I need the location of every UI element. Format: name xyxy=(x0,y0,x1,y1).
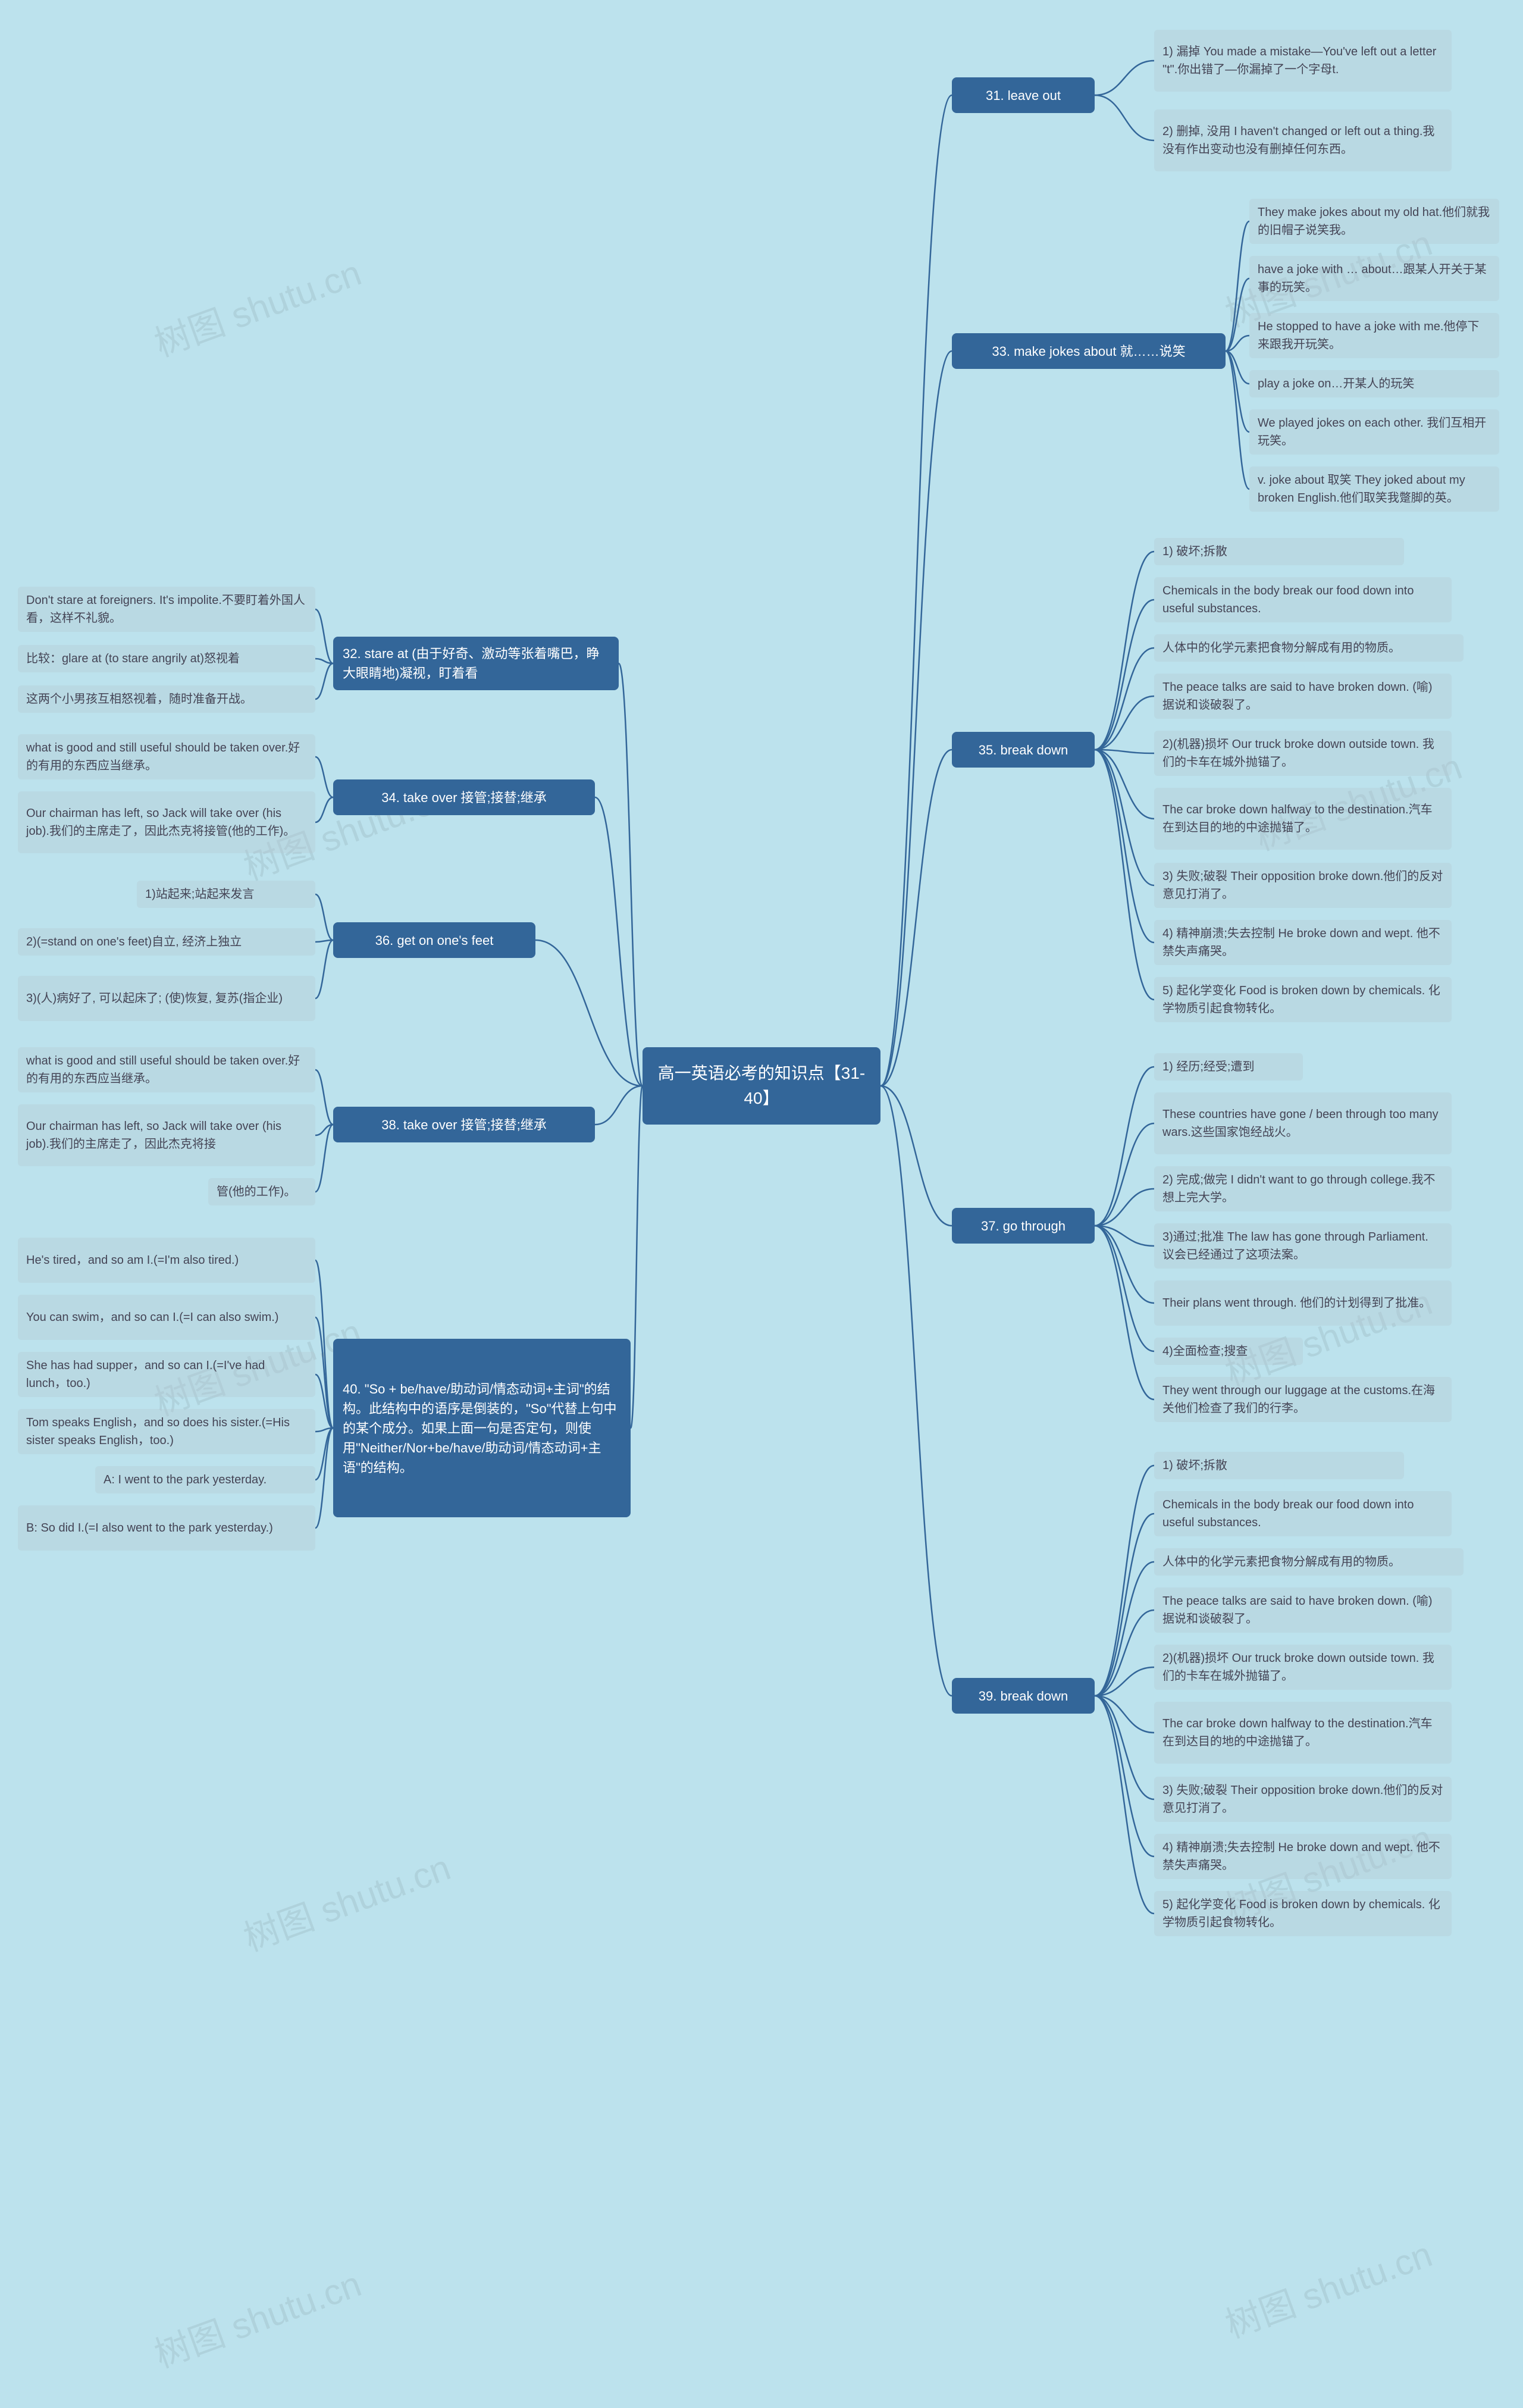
leaf-n35c: 人体中的化学元素把食物分解成有用的物质。 xyxy=(1154,634,1464,662)
branch-n32: 32. stare at (由于好奇、激动等张着嘴巴，睁大眼睛地)凝视，盯着看 xyxy=(333,637,619,690)
leaf-n35f: The car broke down halfway to the destin… xyxy=(1154,788,1452,850)
leaf-n38a: what is good and still useful should be … xyxy=(18,1047,315,1092)
leaf-n37d: 3)通过;批准 The law has gone through Parliam… xyxy=(1154,1223,1452,1269)
leaf-n34b: Our chairman has left, so Jack will take… xyxy=(18,791,315,853)
branch-n37: 37. go through xyxy=(952,1208,1095,1244)
leaf-n35b: Chemicals in the body break our food dow… xyxy=(1154,577,1452,622)
leaf-n33d: play a joke on…开某人的玩笑 xyxy=(1249,370,1499,397)
leaf-n33c: He stopped to have a joke with me.他停下来跟我… xyxy=(1249,313,1499,358)
leaf-n37a: 1) 经历;经受;遭到 xyxy=(1154,1053,1303,1081)
leaf-n35e: 2)(机器)损坏 Our truck broke down outside to… xyxy=(1154,731,1452,776)
leaf-n40b: You can swim，and so can I.(=I can also s… xyxy=(18,1295,315,1340)
leaf-n39g: 3) 失败;破裂 Their opposition broke down.他们的… xyxy=(1154,1777,1452,1822)
leaf-n39i: 5) 起化学变化 Food is broken down by chemical… xyxy=(1154,1891,1452,1936)
leaf-n33e: We played jokes on each other. 我们互相开玩笑。 xyxy=(1249,409,1499,455)
leaf-n31b: 2) 删掉, 没用 I haven't changed or left out … xyxy=(1154,109,1452,171)
leaf-n39d: The peace talks are said to have broken … xyxy=(1154,1587,1452,1633)
leaf-n40f: B: So did I.(=I also went to the park ye… xyxy=(18,1505,315,1551)
leaf-n37b: These countries have gone / been through… xyxy=(1154,1092,1452,1154)
branch-n31: 31. leave out xyxy=(952,77,1095,113)
leaf-n39f: The car broke down halfway to the destin… xyxy=(1154,1702,1452,1764)
branch-n38: 38. take over 接管;接替;继承 xyxy=(333,1107,595,1142)
mindmap-root: 高一英语必考的知识点【31-40】 xyxy=(643,1047,880,1125)
branch-n33: 33. make jokes about 就……说笑 xyxy=(952,333,1226,369)
leaf-n32a: Don't stare at foreigners. It's impolite… xyxy=(18,587,315,632)
leaf-n37f: 4)全面检查;搜查 xyxy=(1154,1338,1303,1365)
leaf-n35g: 3) 失败;破裂 Their opposition broke down.他们的… xyxy=(1154,863,1452,908)
branch-n34: 34. take over 接管;接替;继承 xyxy=(333,779,595,815)
leaf-n38b: Our chairman has left, so Jack will take… xyxy=(18,1104,315,1166)
leaf-n39e: 2)(机器)损坏 Our truck broke down outside to… xyxy=(1154,1645,1452,1690)
leaf-n32c: 这两个小男孩互相怒视着，随时准备开战。 xyxy=(18,685,315,713)
leaf-n35h: 4) 精神崩溃;失去控制 He broke down and wept. 他不禁… xyxy=(1154,920,1452,965)
leaf-n36b: 2)(=stand on one's feet)自立, 经济上独立 xyxy=(18,928,315,956)
leaf-n33f: v. joke about 取笑 They joked about my bro… xyxy=(1249,466,1499,512)
watermark: 树图 shutu.cn xyxy=(1217,2225,1438,2348)
leaf-n40a: He's tired，and so am I.(=I'm also tired.… xyxy=(18,1238,315,1283)
leaf-n37e: Their plans went through. 他们的计划得到了批准。 xyxy=(1154,1280,1452,1326)
leaf-n39h: 4) 精神崩溃;失去控制 He broke down and wept. 他不禁… xyxy=(1154,1834,1452,1879)
leaf-n36c: 3)(人)病好了, 可以起床了; (使)恢复, 复苏(指企业) xyxy=(18,976,315,1021)
watermark: 树图 shutu.cn xyxy=(236,1839,456,1961)
leaf-n39c: 人体中的化学元素把食物分解成有用的物质。 xyxy=(1154,1548,1464,1576)
leaf-n37c: 2) 完成;做完 I didn't want to go through col… xyxy=(1154,1166,1452,1211)
leaf-n34a: what is good and still useful should be … xyxy=(18,734,315,779)
leaf-n40e: A: I went to the park yesterday. xyxy=(95,1466,315,1493)
branch-n39: 39. break down xyxy=(952,1678,1095,1714)
leaf-n35a: 1) 破坏;拆散 xyxy=(1154,538,1404,565)
leaf-n39a: 1) 破坏;拆散 xyxy=(1154,1452,1404,1479)
leaf-n36a: 1)站起来;站起来发言 xyxy=(137,881,315,908)
leaf-n39b: Chemicals in the body break our food dow… xyxy=(1154,1491,1452,1536)
leaf-n35i: 5) 起化学变化 Food is broken down by chemical… xyxy=(1154,977,1452,1022)
watermark: 树图 shutu.cn xyxy=(146,244,367,367)
leaf-n40c: She has had supper，and so can I.(=I've h… xyxy=(18,1352,315,1397)
leaf-n38c: 管(他的工作)。 xyxy=(208,1178,315,1205)
watermark: 树图 shutu.cn xyxy=(146,2255,367,2378)
branch-n36: 36. get on one's feet xyxy=(333,922,535,958)
leaf-n37g: They went through our luggage at the cus… xyxy=(1154,1377,1452,1422)
leaf-n32b: 比较：glare at (to stare angrily at)怒视着 xyxy=(18,645,315,672)
leaf-n40d: Tom speaks English，and so does his siste… xyxy=(18,1409,315,1454)
leaf-n35d: The peace talks are said to have broken … xyxy=(1154,674,1452,719)
leaf-n33b: have a joke with … about…跟某人开关于某事的玩笑。 xyxy=(1249,256,1499,301)
branch-n40: 40. "So + be/have/助动词/情态动词+主词"的结构。此结构中的语… xyxy=(333,1339,631,1517)
leaf-n33a: They make jokes about my old hat.他们就我的旧帽… xyxy=(1249,199,1499,244)
leaf-n31a: 1) 漏掉 You made a mistake—You've left out… xyxy=(1154,30,1452,92)
branch-n35: 35. break down xyxy=(952,732,1095,768)
